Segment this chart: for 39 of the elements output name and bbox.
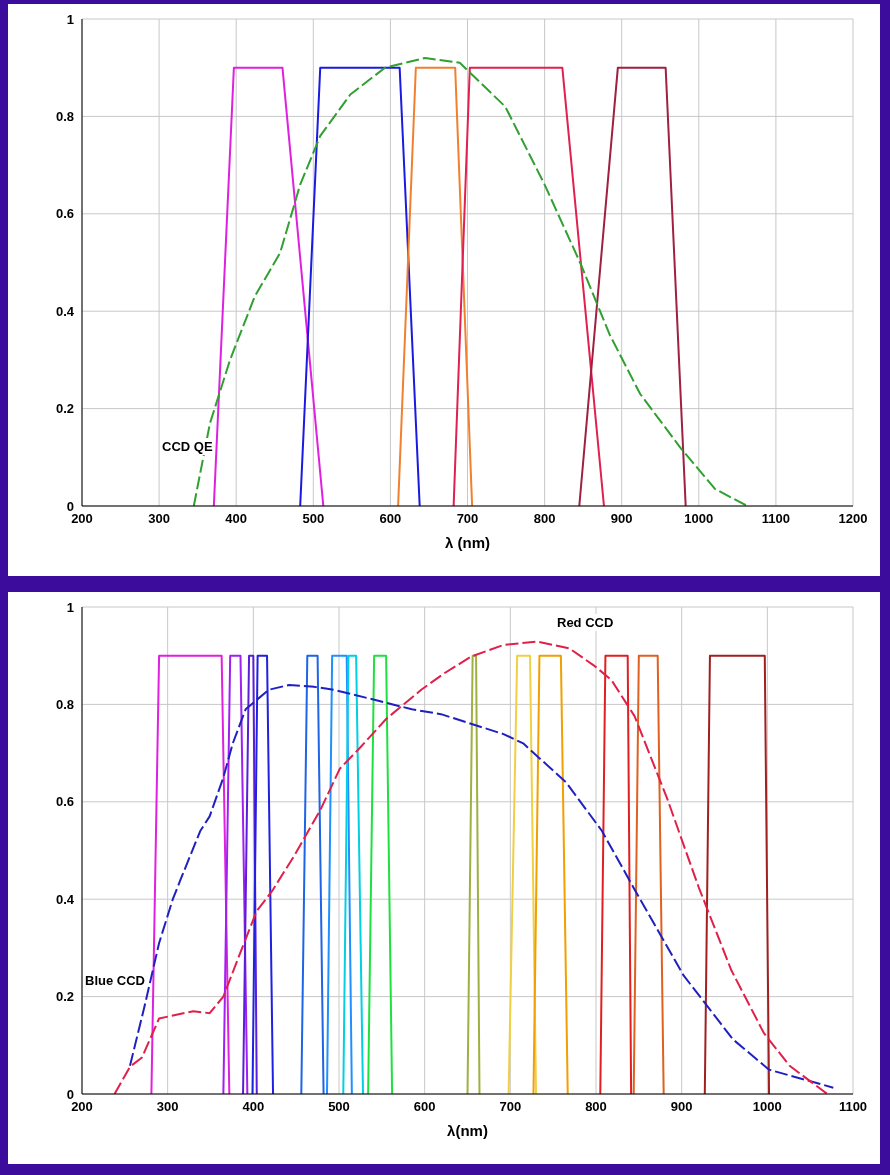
x-tick-label: 700 bbox=[499, 1099, 522, 1115]
annotation: Blue CCD bbox=[83, 972, 147, 989]
x-tick-label: 500 bbox=[328, 1099, 350, 1115]
y-tick-label: 0.4 bbox=[55, 303, 75, 319]
x-tick-label: 600 bbox=[413, 1099, 436, 1115]
x-tick-label: 300 bbox=[156, 1099, 179, 1115]
x-tick-label: 200 bbox=[71, 1099, 93, 1115]
y-tick-label: 0.2 bbox=[55, 989, 74, 1005]
x-tick-label: 1200 bbox=[838, 511, 868, 527]
x-tick-label: 900 bbox=[610, 511, 633, 527]
y-tick-label: 0.8 bbox=[55, 697, 74, 713]
x-tick-label: 500 bbox=[302, 511, 325, 527]
x-tick-label: 400 bbox=[242, 1099, 265, 1115]
annotation: Red CCD bbox=[555, 614, 616, 631]
y-tick-label: 0.6 bbox=[55, 794, 74, 810]
x-tick-label: 700 bbox=[456, 511, 479, 527]
x-tick-label: 1000 bbox=[684, 511, 714, 527]
y-tick-label: 0.4 bbox=[55, 891, 75, 907]
y-tick-label: 1 bbox=[66, 599, 74, 615]
x-tick-label: 800 bbox=[533, 511, 556, 527]
x-tick-label: 900 bbox=[670, 1099, 693, 1115]
x-tick-label: 800 bbox=[585, 1099, 607, 1115]
y-tick-label: 0.8 bbox=[55, 109, 74, 125]
x-tick-label: 1000 bbox=[752, 1099, 782, 1115]
y-tick-label: 0 bbox=[66, 1086, 74, 1102]
x-tick-label: 400 bbox=[225, 511, 248, 527]
y-tick-label: 0.2 bbox=[55, 401, 74, 417]
x-axis-title: λ(nm) bbox=[447, 1122, 488, 1139]
x-tick-label: 1100 bbox=[838, 1099, 868, 1115]
x-tick-label: 600 bbox=[379, 511, 402, 527]
y-tick-label: 0 bbox=[66, 498, 74, 514]
y-tick-label: 0.6 bbox=[55, 206, 74, 222]
annotation: CCD QE bbox=[160, 438, 215, 455]
x-tick-label: 300 bbox=[148, 511, 170, 527]
line-series bbox=[192, 56, 749, 506]
x-axis-title: λ (nm) bbox=[445, 534, 490, 551]
x-tick-label: 1100 bbox=[761, 511, 790, 527]
x-tick-label: 200 bbox=[71, 511, 93, 527]
y-tick-label: 1 bbox=[66, 11, 74, 27]
